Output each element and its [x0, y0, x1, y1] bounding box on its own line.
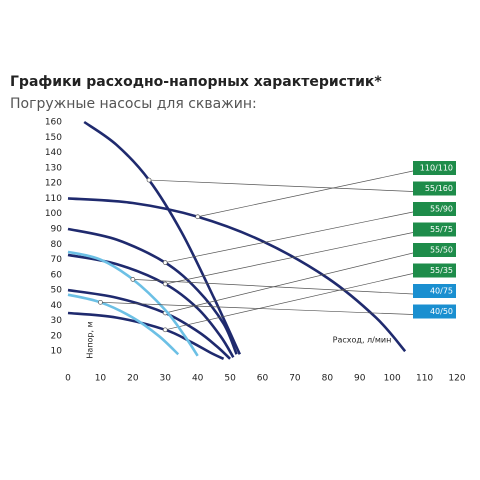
leader-line	[197, 170, 414, 218]
legend-label: 55/90	[430, 205, 453, 214]
y-tick-label: 10	[51, 347, 63, 357]
x-tick-label: 80	[322, 374, 334, 384]
y-tick-label: 90	[51, 224, 63, 234]
y-tick-label: 40	[51, 301, 63, 311]
legend-box	[413, 181, 456, 196]
legend-box	[413, 304, 456, 319]
legend-box	[413, 284, 456, 298]
legend-label: 55/160	[425, 184, 453, 193]
leader-line	[165, 252, 414, 314]
y-tick-label: 80	[51, 240, 63, 250]
legend-label: 55/35	[430, 266, 453, 275]
pump-curve	[67, 288, 231, 360]
chart-subtitle: Погружные насосы для скважин:	[10, 96, 257, 112]
pump-curve	[67, 197, 407, 353]
y-tick-label: 130	[45, 163, 62, 173]
chart-title: Графики расходно-напорных характеристик*	[10, 74, 382, 90]
y-tick-label: 140	[45, 148, 62, 158]
y-axis-label: Напор, м	[86, 321, 95, 358]
leader-dot	[98, 299, 103, 305]
legend-box	[413, 202, 456, 216]
legend-box	[413, 222, 456, 237]
leader-dot	[162, 327, 168, 333]
y-tick-label: 60	[51, 270, 63, 280]
x-tick-label: 90	[354, 374, 366, 384]
legend-label: 55/50	[430, 246, 453, 255]
pump-curve	[67, 253, 235, 359]
x-tick-label: 10	[95, 374, 107, 384]
leader-line	[100, 301, 414, 315]
legend-label: 55/75	[430, 225, 453, 234]
x-tick-label: 70	[289, 374, 301, 384]
legend-label: 40/50	[430, 307, 453, 316]
x-tick-label: 0	[65, 374, 71, 384]
pump-curve	[67, 227, 238, 355]
leader-dot	[130, 277, 136, 282]
legend-box	[413, 243, 456, 257]
y-tick-label: 150	[45, 133, 62, 143]
x-tick-label: 30	[160, 374, 172, 384]
leader-dot	[146, 177, 152, 183]
leader-line	[165, 211, 414, 263]
leader-dot	[162, 281, 168, 287]
pump-curve	[67, 293, 180, 356]
leader-dot	[195, 214, 201, 220]
leader-line	[149, 179, 414, 192]
legend-box	[413, 161, 456, 175]
y-tick-label: 100	[45, 209, 62, 219]
legend-label: 110/110	[420, 164, 453, 173]
y-tick-label: 70	[51, 255, 63, 265]
x-tick-label: 100	[384, 374, 401, 384]
y-tick-label: 30	[51, 316, 63, 326]
pump-curve	[67, 311, 225, 361]
x-axis-label: Расход, л/мин	[333, 336, 392, 345]
x-tick-label: 40	[192, 374, 204, 384]
x-tick-label: 120	[448, 374, 465, 384]
y-tick-label: 20	[51, 331, 63, 341]
x-tick-label: 60	[257, 374, 269, 384]
legend-label: 40/75	[430, 287, 453, 296]
x-tick-label: 50	[224, 374, 236, 384]
x-tick-label: 110	[416, 374, 433, 384]
leader-line	[132, 279, 414, 295]
legend-box	[413, 263, 456, 278]
leader-line	[165, 273, 414, 331]
pump-curve	[67, 250, 199, 357]
y-tick-label: 110	[45, 194, 62, 204]
pump-curve	[83, 120, 241, 355]
y-tick-label: 160	[45, 118, 62, 128]
leader-dot	[162, 260, 168, 265]
y-tick-label: 50	[51, 286, 63, 296]
x-tick-label: 20	[127, 374, 139, 384]
y-tick-label: 120	[45, 179, 62, 189]
leader-line	[165, 232, 414, 285]
